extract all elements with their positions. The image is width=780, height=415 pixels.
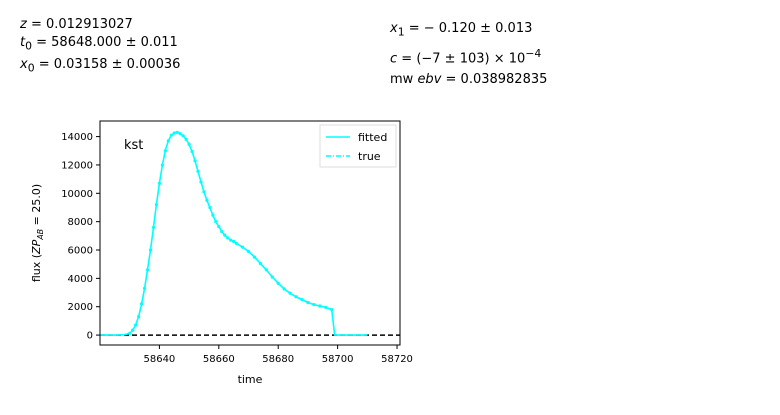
data-point: [240, 245, 245, 249]
data-point: [252, 255, 257, 259]
data-point: [193, 159, 197, 163]
param-x1: x1 = − 0.120 ± 0.013: [390, 21, 533, 39]
x-tick-label: 58680: [262, 354, 294, 365]
plot-frame: [99, 120, 401, 346]
data-point: [214, 220, 218, 224]
x-tick-label: 58700: [322, 354, 354, 365]
y-tick-label: 6000: [68, 246, 93, 257]
data-point: [330, 307, 334, 312]
data-point: [258, 261, 262, 266]
legend-label-true: true: [358, 150, 381, 163]
y-tick-label: 4000: [68, 274, 93, 285]
data-point: [217, 225, 221, 229]
plot-content: [100, 130, 400, 336]
data-point: [226, 236, 230, 240]
x-axis-label: time: [238, 373, 263, 386]
y-tick-label: 12000: [61, 160, 93, 171]
data-point: [306, 300, 310, 305]
chart-annotation: kst: [124, 138, 143, 153]
fit-parameters-right: x1 = − 0.120 ± 0.013 c = (−7 ± 103) × 10…: [390, 20, 547, 92]
data-point: [223, 233, 227, 237]
x-tick-label: 58640: [143, 354, 175, 365]
data-point: [169, 133, 173, 137]
data-point: [137, 315, 141, 319]
y-tick-label: 14000: [61, 132, 93, 143]
data-point: [139, 302, 144, 306]
data-point: [211, 213, 215, 217]
param-x0: x0 = 0.03158 ± 0.00036: [20, 56, 181, 75]
y-tick-label: 10000: [61, 189, 93, 200]
param-z: z = 0.012913027: [20, 17, 133, 32]
data-point: [246, 249, 251, 254]
data-point: [151, 225, 156, 229]
legend-box: [319, 124, 397, 168]
param-mwebv: mw ebv = 0.038982835: [390, 71, 548, 87]
data-point: [128, 331, 132, 335]
data-point: [157, 181, 162, 185]
data-point: [148, 248, 153, 252]
data-point: [154, 203, 159, 207]
data-point: [142, 286, 147, 290]
fit-parameters-left: z = 0.012913027 t0 = 58648.000 ± 0.011 x…: [20, 16, 180, 77]
data-point: [229, 238, 233, 242]
data-point: [166, 139, 170, 143]
data-point: [220, 229, 224, 234]
data-point: [172, 131, 176, 135]
data-point: [202, 190, 206, 194]
data-point: [131, 328, 135, 332]
data-point: [264, 268, 268, 272]
data-point: [190, 149, 194, 154]
data-point: [288, 291, 292, 295]
data-point: [270, 275, 274, 279]
data-point: [187, 142, 191, 146]
data-point: [324, 305, 328, 310]
data-point: [199, 180, 203, 184]
data-point: [282, 287, 286, 291]
data-point: [318, 304, 322, 308]
x-axis-ticks: 58640 58660 58680 58700 58720: [143, 345, 413, 365]
data-point: [312, 302, 316, 307]
data-point: [134, 323, 138, 327]
data-point: [145, 268, 150, 272]
data-point: [208, 205, 212, 210]
data-point: [300, 298, 304, 302]
x-tick-label: 58660: [203, 354, 235, 365]
data-point: [205, 198, 209, 202]
legend: fitted true: [319, 124, 397, 168]
data-point: [175, 130, 179, 134]
data-point: [181, 134, 185, 138]
data-point: [178, 132, 182, 136]
y-tick-label: 8000: [68, 217, 93, 228]
legend-label-fitted: fitted: [358, 131, 387, 144]
data-point: [163, 149, 167, 153]
data-point: [196, 169, 200, 173]
data-point: [294, 295, 298, 299]
param-t0: t0 = 58648.000 ± 0.011: [20, 35, 178, 53]
y-axis-label: flux (ZPAB = 25.0): [30, 184, 45, 282]
y-axis-ticks: 0 2000 4000 6000 8000 10000 12000 14000: [61, 132, 100, 342]
data-point: [184, 137, 188, 142]
param-c: c = (−7 ± 103) × 10−4: [390, 46, 542, 66]
data-point: [160, 163, 164, 167]
x-tick-label: 58720: [381, 354, 413, 365]
y-tick-label: 2000: [68, 302, 93, 313]
data-point: [235, 242, 239, 246]
data-point: [276, 281, 280, 285]
data-point: [232, 239, 236, 244]
y-tick-label: 0: [87, 331, 93, 342]
